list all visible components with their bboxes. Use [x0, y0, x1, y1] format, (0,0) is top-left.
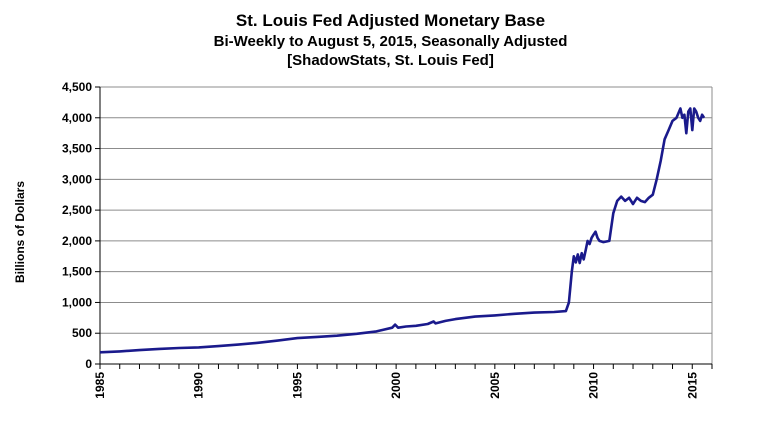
x-tick-label: 2000	[389, 372, 403, 399]
y-tick-label: 4,500	[62, 80, 92, 94]
y-tick-label: 0	[85, 357, 92, 371]
x-tick-label: 1995	[290, 372, 304, 399]
chart-source: [ShadowStats, St. Louis Fed]	[287, 52, 494, 69]
y-tick-label: 4,000	[62, 111, 92, 125]
chart-titles: St. Louis Fed Adjusted Monetary Base Bi-…	[0, 10, 781, 70]
x-tick-label: 2005	[488, 372, 502, 399]
chart-title: St. Louis Fed Adjusted Monetary Base	[235, 11, 546, 30]
y-tick-label: 3,000	[62, 172, 92, 186]
y-tick-label: 3,500	[62, 142, 92, 156]
y-tick-label: 500	[72, 326, 92, 340]
y-tick-label: 2,000	[62, 234, 92, 248]
x-tick-label: 2010	[587, 372, 601, 399]
series-line	[99, 107, 706, 354]
chart-subtitle: Bi-Weekly to August 5, 2015, Seasonally …	[213, 33, 568, 50]
y-tick-label: 1,500	[62, 265, 92, 279]
x-tick-label: 2015	[685, 372, 699, 399]
y-tick-label: 2,500	[62, 203, 92, 217]
x-tick-label: 1985	[93, 372, 107, 399]
x-tick-label: 1990	[192, 372, 206, 399]
y-tick-label: 1,000	[62, 295, 92, 309]
